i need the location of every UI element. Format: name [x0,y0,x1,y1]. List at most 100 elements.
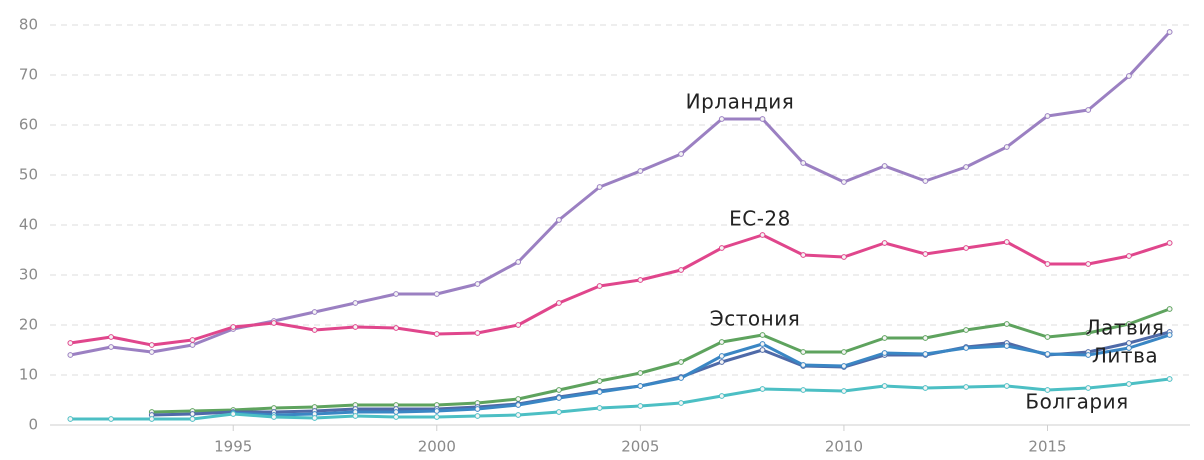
point [1003,343,1010,349]
point [759,341,766,347]
point [1003,321,1010,327]
point [841,254,847,260]
point [881,350,888,356]
point [922,251,929,257]
point [637,168,644,174]
point [433,408,440,414]
point [800,362,807,368]
point [1085,352,1092,358]
point [393,291,399,297]
point [678,151,684,157]
x-tick-label: 1995 [214,438,252,456]
point [474,330,481,336]
point [1126,253,1132,259]
point [1085,385,1092,391]
point [596,283,603,289]
point [556,409,562,415]
series-line [151,330,1171,417]
point [515,412,522,418]
point [718,393,725,399]
series-label: ЕС-28 [729,207,791,231]
x-tick-label: 2000 [418,438,456,456]
point [515,322,522,328]
point [678,359,684,365]
point [1166,332,1173,338]
y-tick-label: 60 [19,116,38,134]
point [759,116,766,122]
point [718,339,725,345]
point [352,300,359,306]
point [474,413,481,419]
point [189,416,196,422]
point [311,309,318,315]
point [596,378,603,384]
point [311,415,318,421]
point [148,342,155,348]
point [148,349,155,355]
point [800,349,807,355]
point [1044,351,1051,357]
point [800,160,807,166]
y-tick-label: 10 [19,366,38,384]
series-line [233,333,1171,417]
point [393,409,399,415]
point [67,352,74,358]
point [841,179,847,185]
point [311,327,318,333]
point [515,402,522,408]
point [759,232,766,238]
point [189,411,196,417]
y-tick-label: 80 [19,16,38,34]
y-tick-label: 20 [19,316,38,334]
y-tick-label: 0 [28,416,38,434]
point [108,344,114,350]
point [148,416,155,422]
point [637,403,644,409]
point [1003,383,1010,389]
point [271,414,277,420]
y-tick-label: 50 [19,166,38,184]
point [556,217,562,223]
series-label: Болгария [1025,390,1128,414]
point [189,337,196,343]
point [678,267,684,273]
point [1044,387,1051,393]
point [556,387,562,393]
x-tick-label: 2015 [1028,438,1066,456]
point [1003,144,1010,150]
point [759,386,766,392]
point [230,411,237,417]
point [963,345,969,351]
point [1126,345,1132,351]
point [556,300,562,306]
point [1126,73,1132,79]
series-line [70,233,1171,347]
point [637,277,644,283]
y-tick-label: 40 [19,216,38,234]
series-label: Ирландия [686,90,795,114]
x-tick-label: 2005 [621,438,659,456]
point [230,324,237,330]
point [759,347,766,353]
series-label: Латвия [1086,316,1165,340]
point [108,334,114,340]
point [596,389,603,395]
point [352,413,359,419]
y-tick-label: 30 [19,266,38,284]
point [678,375,684,381]
point [963,245,969,251]
point [1126,321,1132,327]
series-label: Литва [1092,344,1158,368]
point [718,116,725,122]
point [922,178,929,184]
point [515,259,522,265]
point [433,414,440,420]
series-line [70,377,1170,421]
x-tick-label: 2010 [825,438,863,456]
point [759,332,766,338]
point [800,252,807,258]
series-line [151,307,1171,414]
point [1166,306,1173,312]
series-line [70,30,1171,357]
point [1085,330,1092,336]
